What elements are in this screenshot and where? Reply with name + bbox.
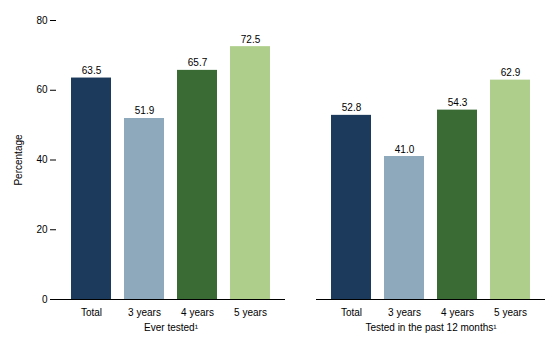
svg-text:Total: Total: [341, 307, 362, 318]
svg-text:Percentage: Percentage: [13, 134, 24, 186]
svg-text:80: 80: [36, 15, 48, 26]
svg-text:65.7: 65.7: [188, 57, 208, 68]
svg-text:Ever tested¹: Ever tested¹: [144, 322, 199, 333]
svg-text:4 years: 4 years: [441, 307, 474, 318]
svg-text:3 years: 3 years: [128, 307, 161, 318]
svg-text:51.9: 51.9: [135, 105, 155, 116]
svg-text:Tested in the past 12 months¹: Tested in the past 12 months¹: [365, 322, 497, 333]
svg-text:41.0: 41.0: [395, 144, 415, 155]
svg-text:52.8: 52.8: [342, 102, 362, 113]
svg-text:4 years: 4 years: [181, 307, 214, 318]
svg-text:Total: Total: [81, 307, 102, 318]
svg-text:62.9: 62.9: [501, 67, 521, 78]
svg-text:5 years: 5 years: [234, 307, 267, 318]
svg-text:60: 60: [36, 84, 48, 95]
svg-text:72.5: 72.5: [241, 34, 261, 45]
svg-text:20: 20: [36, 224, 48, 235]
svg-text:40: 40: [36, 154, 48, 165]
svg-text:54.3: 54.3: [448, 97, 468, 108]
svg-text:5 years: 5 years: [494, 307, 527, 318]
svg-text:0: 0: [42, 294, 48, 305]
svg-text:63.5: 63.5: [82, 65, 102, 76]
svg-text:3 years: 3 years: [388, 307, 421, 318]
